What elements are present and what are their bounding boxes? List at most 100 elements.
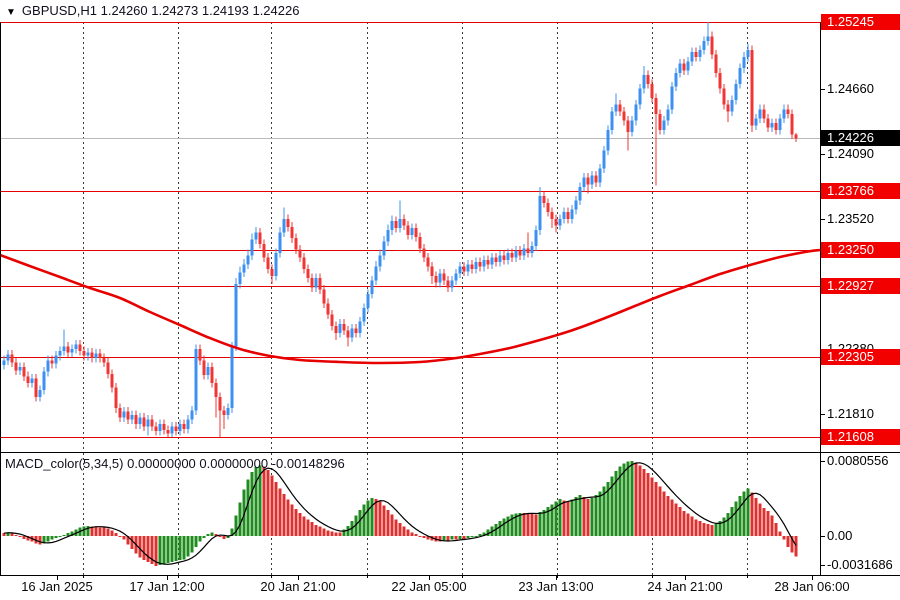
candle-body — [614, 104, 618, 112]
macd-bar — [682, 510, 686, 536]
macd-bar — [258, 465, 262, 536]
macd-bar — [222, 536, 226, 539]
candle-body — [110, 373, 114, 388]
macd-bar — [610, 476, 614, 536]
macd-bar — [662, 491, 666, 536]
candle-body — [246, 255, 250, 265]
macd-bar — [10, 533, 14, 536]
candle-wick — [63, 329, 65, 356]
macd-tick-label: 0.0080556 — [827, 453, 889, 469]
macd-bar — [538, 511, 542, 536]
macd-bar — [62, 535, 66, 537]
candle-body — [734, 84, 738, 101]
macd-histogram — [2, 461, 798, 566]
candle-body — [214, 383, 218, 397]
candle-body — [114, 387, 118, 409]
candle-body — [778, 118, 782, 130]
candle-body — [606, 129, 610, 151]
candle-body — [42, 371, 46, 390]
macd-bar — [782, 536, 786, 540]
candle-body — [210, 367, 214, 384]
candle-body — [6, 354, 10, 361]
candle-body — [690, 52, 694, 62]
candle-body — [162, 424, 166, 430]
candle-body — [706, 36, 710, 41]
macd-bar — [686, 513, 690, 536]
chart-title-ohlc: ▼ GBPUSD,H1 1.24260 1.24273 1.24193 1.242… — [6, 3, 299, 18]
candle-body — [398, 218, 402, 228]
candle-body — [222, 410, 226, 416]
candle-body — [758, 109, 762, 119]
macd-bar — [502, 518, 506, 536]
dropdown-arrow-icon[interactable]: ▼ — [6, 7, 16, 18]
candle-body — [786, 109, 790, 114]
macd-bar — [98, 527, 102, 536]
macd-bar — [186, 536, 190, 557]
candle-body — [126, 411, 130, 420]
candle-body — [490, 257, 494, 265]
candle-body — [278, 232, 282, 254]
candle-body — [410, 227, 414, 235]
candle-body — [190, 410, 194, 420]
candle-body — [82, 351, 86, 356]
candle-body — [254, 232, 258, 240]
macd-bar — [758, 503, 762, 536]
macd-bar — [766, 510, 770, 536]
macd-bar — [786, 536, 790, 548]
candle-body — [494, 257, 498, 263]
candle-body — [174, 426, 178, 432]
macd-bar — [370, 497, 374, 536]
macd-bar — [754, 497, 758, 536]
macd-bar — [446, 536, 450, 541]
macd-bar — [142, 536, 146, 561]
macd-bar — [38, 536, 42, 545]
macd-bar — [114, 533, 118, 536]
candle-body — [294, 238, 298, 250]
candle-body — [202, 360, 206, 376]
candle-body — [782, 109, 786, 119]
candle-body — [714, 54, 718, 73]
time-label: 23 Jan 13:00 — [518, 579, 594, 594]
macd-bar — [366, 500, 370, 536]
candle-body — [746, 49, 750, 57]
macd-bar — [266, 469, 270, 536]
candle-body — [98, 353, 102, 359]
candle-body — [178, 424, 182, 432]
candle-body — [406, 225, 410, 235]
macd-bar — [122, 536, 126, 540]
candle-body — [274, 253, 278, 276]
candle-body — [394, 221, 398, 228]
candle-body — [590, 175, 594, 185]
macd-bar — [382, 505, 386, 536]
macd-bar — [298, 512, 302, 536]
level-lines[interactable] — [0, 22, 820, 438]
macd-bar — [698, 521, 702, 536]
price-level-badge: 1.22305 — [821, 349, 900, 366]
macd-bar — [694, 519, 698, 536]
macd-bar — [646, 472, 650, 536]
macd-bar — [570, 499, 574, 536]
candle-body — [166, 429, 170, 434]
macd-bar — [734, 501, 738, 536]
macd-bar — [210, 532, 214, 536]
candle-body — [338, 323, 342, 333]
macd-bar — [358, 509, 362, 536]
candle-body — [422, 248, 426, 258]
macd-bar — [194, 536, 198, 548]
candle-body — [402, 218, 406, 226]
macd-bar — [498, 521, 502, 536]
macd-bar — [70, 531, 74, 536]
candle-body — [454, 273, 458, 281]
macd-bar — [614, 470, 618, 536]
macd-bar — [710, 524, 714, 536]
macd-tick-label: 0.00 — [827, 528, 853, 543]
ma-line[interactable] — [0, 248, 821, 365]
macd-bar — [262, 466, 266, 536]
candle-body — [554, 218, 558, 226]
macd-bar — [482, 532, 486, 536]
candle-body — [310, 278, 314, 288]
macd-bar — [202, 536, 206, 538]
macd-bar — [126, 536, 130, 545]
